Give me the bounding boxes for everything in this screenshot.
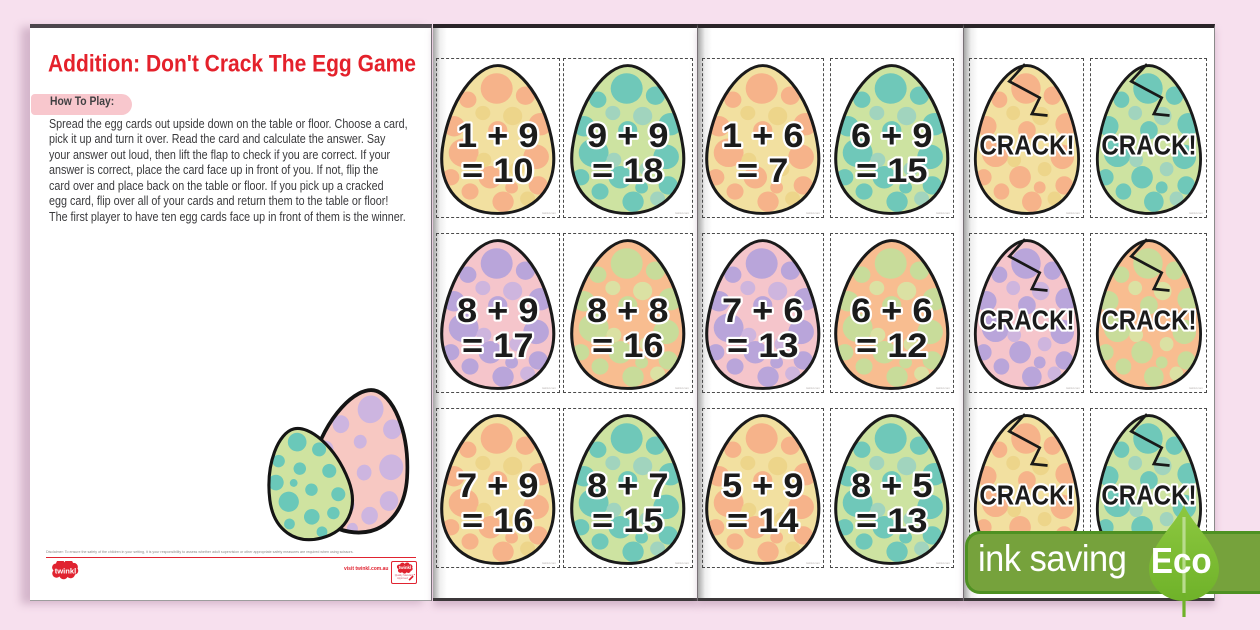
- svg-text:CRACK!: CRACK!: [1101, 304, 1196, 335]
- svg-text:CRACK!: CRACK!: [979, 479, 1074, 510]
- svg-text:6 + 9: 6 + 9: [851, 115, 933, 154]
- svg-text:CRACK!: CRACK!: [1101, 479, 1196, 510]
- svg-text:= 13: = 13: [856, 500, 928, 539]
- svg-text:8 + 7: 8 + 7: [587, 465, 669, 504]
- svg-text:6 + 6: 6 + 6: [851, 290, 933, 329]
- svg-text:= 16: = 16: [462, 500, 534, 539]
- svg-text:= 15: = 15: [592, 500, 664, 539]
- svg-text:= 10: = 10: [462, 150, 534, 189]
- svg-text:= 18: = 18: [592, 150, 664, 189]
- svg-text:7 + 6: 7 + 6: [722, 290, 804, 329]
- svg-text:8 + 9: 8 + 9: [457, 290, 539, 329]
- svg-text:twinkl: twinkl: [55, 567, 77, 576]
- svg-text:twinkl: twinkl: [399, 565, 411, 570]
- svg-text:1 + 6: 1 + 6: [722, 115, 804, 154]
- svg-text:CRACK!: CRACK!: [979, 304, 1074, 335]
- svg-text:= 14: = 14: [727, 500, 799, 539]
- svg-text:9 + 9: 9 + 9: [587, 115, 669, 154]
- svg-text:Approved: Approved: [397, 577, 408, 580]
- svg-text:5 + 9: 5 + 9: [722, 465, 804, 504]
- svg-text:= 16: = 16: [592, 325, 664, 364]
- svg-text:7 + 9: 7 + 9: [457, 465, 539, 504]
- svg-text:8 + 5: 8 + 5: [851, 465, 933, 504]
- svg-text:1 + 9: 1 + 9: [457, 115, 539, 154]
- svg-text:8 + 8: 8 + 8: [587, 290, 669, 329]
- svg-text:= 7: = 7: [737, 150, 788, 189]
- svg-text:CRACK!: CRACK!: [979, 129, 1074, 160]
- svg-text:= 13: = 13: [727, 325, 799, 364]
- svg-text:= 15: = 15: [856, 150, 928, 189]
- svg-text:Addition: Don't Crack The Egg: Addition: Don't Crack The Egg Game: [48, 51, 416, 78]
- svg-text:Quality Standard: Quality Standard: [395, 574, 414, 577]
- svg-text:= 17: = 17: [462, 325, 534, 364]
- svg-text:CRACK!: CRACK!: [1101, 129, 1196, 160]
- svg-text:= 12: = 12: [856, 325, 928, 364]
